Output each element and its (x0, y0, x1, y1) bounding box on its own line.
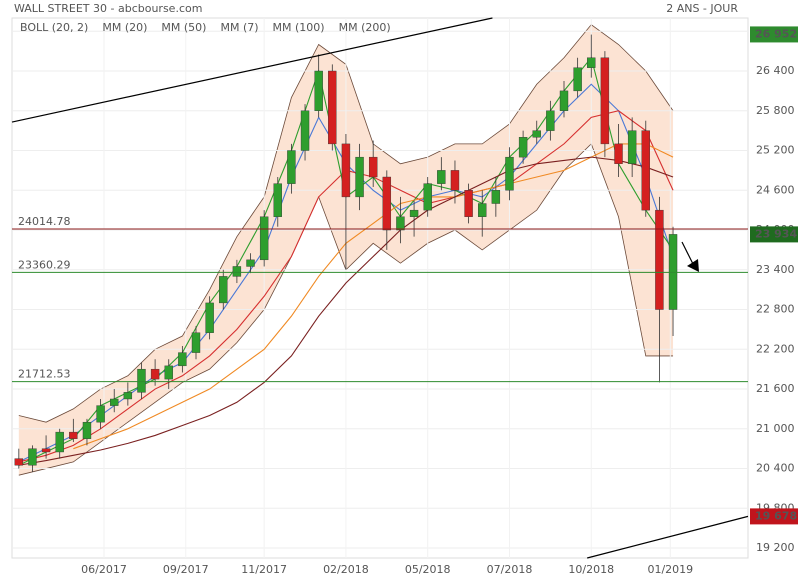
candle-body (137, 368, 146, 393)
legend-entry: MM (20) (102, 21, 147, 34)
candle-body (55, 431, 64, 453)
candle-body (464, 190, 473, 217)
chart-title: WALL STREET 30 - abcbourse.com (14, 2, 202, 15)
legend-entry: MM (7) (220, 21, 258, 34)
plot-frame (11, 17, 749, 559)
candle-body (409, 209, 419, 217)
y-tick-label: 22 800 (756, 303, 795, 316)
legend-entry: MM (100) (273, 21, 325, 34)
candle-body (300, 110, 310, 151)
candle-body (491, 190, 501, 204)
y-tick-label: 25 800 (756, 104, 795, 117)
candle-body (546, 110, 555, 131)
candle-body (587, 57, 596, 68)
candle-body (396, 216, 405, 231)
candle-body (69, 431, 78, 439)
moving-average (18, 156, 674, 466)
candle-body (273, 183, 282, 217)
candle-body (314, 70, 323, 111)
candle-body (450, 170, 460, 191)
candle-body (219, 276, 228, 304)
price-tag (750, 508, 798, 525)
y-tick-label: 20 400 (756, 462, 795, 475)
x-tick-label: 09/2017 (163, 563, 209, 576)
x-tick-label: 02/2018 (323, 563, 369, 576)
candle-body (28, 448, 37, 466)
candle-body (614, 143, 623, 164)
candle-body (328, 70, 337, 145)
top-layer: 24014.78 23360.29 21712.53 (11, 17, 749, 559)
candle-body (573, 67, 582, 92)
price-tag (750, 226, 798, 243)
candle-body (96, 405, 105, 423)
candle-body (655, 209, 664, 310)
candle-body (232, 266, 242, 277)
price-tag-label: 26 952 (755, 27, 797, 40)
legend-entry: MM (50) (161, 21, 206, 34)
level-label: 23360.29 (18, 258, 71, 271)
candle-body (423, 183, 432, 211)
candle-body (627, 130, 637, 164)
candle-body (191, 332, 201, 353)
candle-body (82, 421, 92, 439)
candle-body (287, 150, 296, 184)
trendline (587, 515, 749, 559)
candle-body (123, 392, 133, 400)
y-tick-label: 26 400 (756, 64, 795, 77)
arrow (681, 241, 699, 272)
moving-average (73, 143, 674, 450)
candle-body (641, 130, 650, 211)
candle-body (505, 156, 514, 191)
x-tick-label: 05/2018 (405, 563, 451, 576)
candle-body (600, 57, 610, 145)
x-tick-label: 07/2018 (487, 563, 533, 576)
arrow-head (687, 259, 699, 272)
legend-entry: MM (200) (339, 21, 391, 34)
candle-body (205, 302, 214, 333)
candle-body (341, 143, 351, 198)
candle-body (368, 156, 378, 178)
candle-body (532, 130, 541, 138)
price-tag-label: 23 934 (755, 227, 797, 240)
candle-body (518, 137, 528, 158)
chart-subtitle: 2 ANS - JOUR (666, 2, 738, 15)
candle-body (559, 90, 569, 111)
y-tick-label: 25 200 (756, 144, 795, 157)
candle-body (164, 365, 173, 380)
candle-body (150, 368, 160, 380)
candle-body (478, 203, 487, 217)
x-tick-label: 11/2017 (241, 563, 287, 576)
x-tick-label: 06/2017 (81, 563, 127, 576)
y-tick-label: 24 600 (756, 183, 795, 196)
candle-body (259, 216, 269, 261)
candle-body (437, 170, 446, 184)
candle-body (41, 448, 51, 453)
candle-body (110, 398, 119, 406)
candle-body (382, 176, 392, 231)
level-label: 21712.53 (18, 368, 71, 381)
arrow-shaft (681, 241, 695, 267)
y-tick-label: 22 200 (756, 342, 795, 355)
price-tag-label: 19 678 (755, 509, 797, 522)
candle-body (355, 156, 364, 198)
trendline (11, 17, 493, 123)
candles-layer (14, 34, 678, 472)
candle-body (246, 259, 255, 267)
y-tick-label: 21 600 (756, 382, 795, 395)
x-tick-label: 01/2019 (647, 563, 693, 576)
level-label: 24014.78 (18, 215, 71, 228)
y-tick-label: 23 400 (756, 263, 795, 276)
y-tick-label: 19 200 (756, 541, 795, 554)
y-tick-label: 21 000 (756, 422, 795, 435)
legend-entry: BOLL (20, 2) (20, 21, 88, 34)
candle-body (178, 352, 187, 367)
candle-body (14, 458, 24, 466)
price-tag (750, 26, 798, 43)
x-tick-label: 10/2018 (568, 563, 614, 576)
